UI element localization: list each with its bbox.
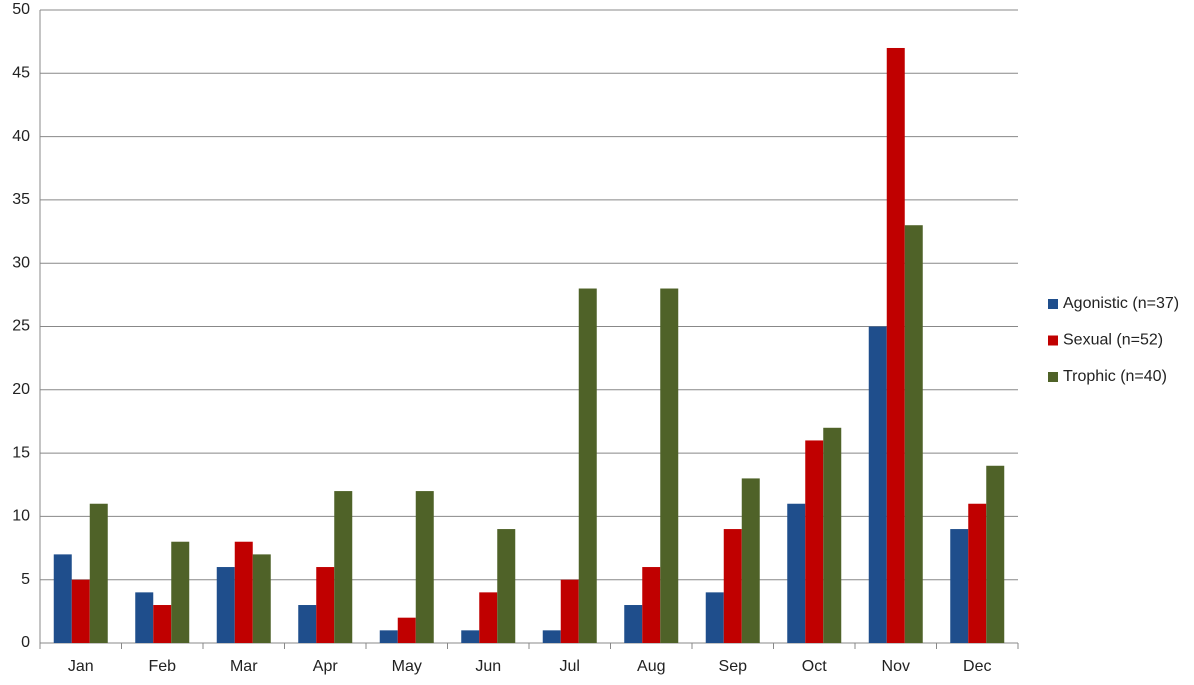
x-tick-label: Mar bbox=[230, 658, 258, 675]
bar bbox=[135, 592, 154, 643]
bar bbox=[868, 326, 887, 643]
bar bbox=[542, 630, 561, 643]
y-tick-label: 20 bbox=[12, 381, 30, 398]
bar bbox=[461, 630, 480, 643]
bar bbox=[234, 541, 253, 643]
x-tick-label: Jan bbox=[68, 658, 94, 675]
bar bbox=[904, 225, 923, 643]
bar bbox=[787, 503, 806, 643]
x-tick-label: Sep bbox=[719, 658, 748, 675]
x-tick-label: Dec bbox=[963, 658, 991, 675]
bar bbox=[741, 478, 760, 643]
bar bbox=[153, 605, 172, 643]
bar bbox=[171, 541, 190, 643]
bar bbox=[660, 288, 679, 643]
bar bbox=[397, 617, 416, 643]
bar bbox=[624, 605, 643, 643]
y-tick-label: 35 bbox=[12, 191, 30, 208]
bar bbox=[497, 529, 516, 643]
bar bbox=[560, 579, 579, 643]
bar bbox=[334, 491, 353, 643]
x-tick-label: Jul bbox=[560, 658, 580, 675]
bar bbox=[216, 567, 235, 643]
bar bbox=[415, 491, 434, 643]
bar bbox=[886, 47, 905, 644]
legend-label: Sexual (n=52) bbox=[1063, 332, 1163, 349]
bar bbox=[479, 592, 498, 643]
bar bbox=[89, 503, 108, 643]
y-tick-label: 10 bbox=[12, 508, 30, 525]
bar bbox=[71, 579, 90, 643]
y-tick-label: 5 bbox=[21, 571, 30, 588]
bar bbox=[252, 554, 271, 643]
bar bbox=[642, 567, 661, 643]
x-tick-label: Jun bbox=[475, 658, 501, 675]
bar bbox=[316, 567, 335, 643]
bar bbox=[379, 630, 398, 643]
bar bbox=[968, 503, 987, 643]
bar bbox=[578, 288, 597, 643]
x-tick-label: Aug bbox=[637, 658, 665, 675]
y-tick-label: 45 bbox=[12, 65, 30, 82]
y-tick-label: 0 bbox=[21, 634, 30, 651]
y-tick-label: 15 bbox=[12, 444, 30, 461]
bar bbox=[705, 592, 724, 643]
x-tick-label: Apr bbox=[313, 658, 339, 675]
y-tick-label: 50 bbox=[12, 1, 30, 18]
legend-swatch bbox=[1048, 372, 1058, 382]
y-tick-label: 25 bbox=[12, 318, 30, 335]
bar bbox=[805, 440, 824, 643]
legend-label: Trophic (n=40) bbox=[1063, 368, 1167, 385]
y-tick-label: 30 bbox=[12, 254, 30, 271]
x-tick-label: May bbox=[392, 658, 422, 675]
x-tick-label: Feb bbox=[148, 658, 176, 675]
y-tick-label: 40 bbox=[12, 128, 30, 145]
bar bbox=[723, 529, 742, 643]
bar bbox=[823, 427, 842, 643]
legend-label: Agonistic (n=37) bbox=[1063, 295, 1179, 312]
legend-swatch bbox=[1048, 335, 1058, 346]
bar bbox=[950, 529, 969, 643]
x-tick-label: Oct bbox=[802, 658, 827, 675]
bar bbox=[53, 554, 72, 643]
bar bbox=[986, 465, 1005, 643]
legend-swatch bbox=[1048, 299, 1058, 309]
bar bbox=[298, 605, 317, 643]
x-tick-label: Nov bbox=[882, 658, 910, 675]
